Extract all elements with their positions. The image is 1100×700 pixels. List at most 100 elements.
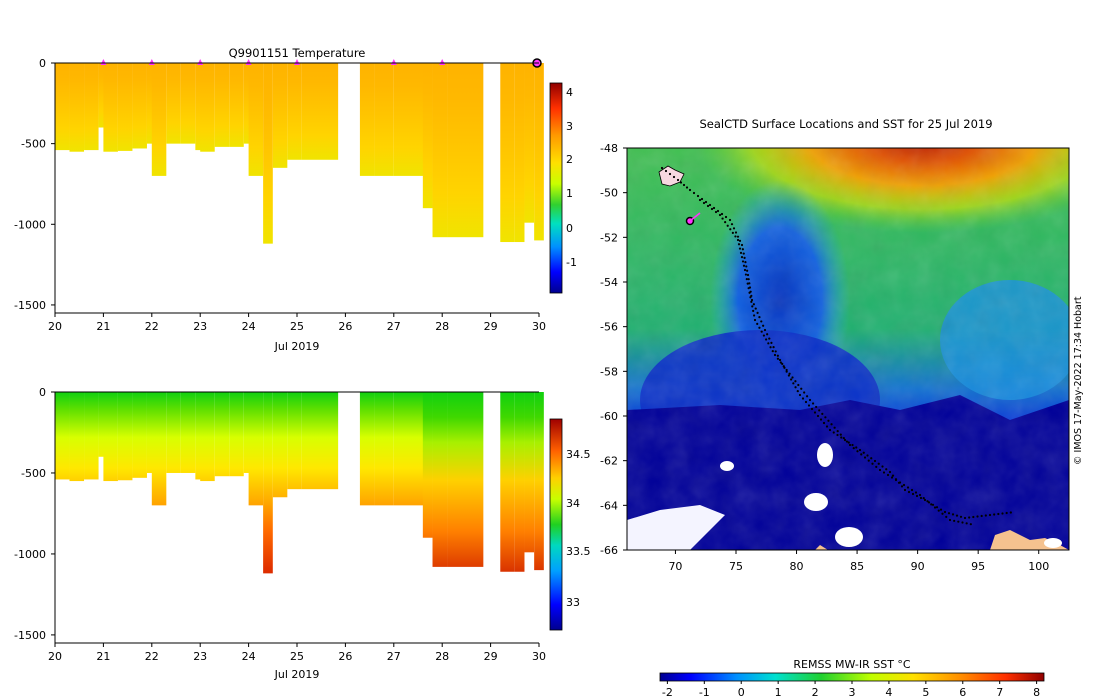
track-point — [904, 489, 906, 491]
temperature-cast — [249, 63, 264, 176]
temperature-cast — [287, 63, 302, 160]
track-point — [844, 439, 846, 441]
track-point — [970, 523, 972, 525]
track-point — [960, 516, 962, 518]
x-tick-label: 20 — [48, 320, 62, 333]
map-y-tick-label: -50 — [600, 187, 618, 200]
track-point — [916, 495, 918, 497]
track-point — [911, 489, 913, 491]
track-point — [934, 506, 936, 508]
track-point — [948, 512, 950, 514]
track-point — [826, 425, 828, 427]
salinity-cast — [200, 392, 215, 481]
track-point — [739, 240, 741, 242]
salinity-cast — [84, 392, 99, 479]
surface-marker — [391, 59, 397, 65]
bottom-x-ticks: 20 21 22 23 24 25 26 27 28 29 30 — [48, 643, 546, 663]
track-point — [748, 292, 750, 294]
track-point — [673, 176, 675, 178]
salinity-cast — [374, 392, 393, 505]
track-point — [752, 310, 754, 312]
track-point — [863, 452, 865, 454]
top-y-ticks: 0-500-1000-1500 — [14, 57, 55, 312]
track-point — [853, 447, 855, 449]
track-point — [1006, 512, 1008, 514]
track-point — [883, 471, 885, 473]
temperature-title: Q9901151 Temperature — [229, 46, 366, 60]
track-point — [760, 320, 762, 322]
track-point — [683, 184, 685, 186]
track-point — [912, 493, 914, 495]
track-point — [953, 520, 955, 522]
map-y-tick-label: -60 — [600, 410, 618, 423]
track-point — [797, 384, 799, 386]
track-point — [1010, 511, 1012, 513]
temperature-colorbar-ticks: 4 3 2 1 0 -1 — [566, 86, 577, 269]
track-point — [794, 380, 796, 382]
track-point — [805, 401, 807, 403]
track-point — [827, 420, 829, 422]
track-point — [802, 397, 804, 399]
sst-cb-tick-label: 1 — [775, 686, 782, 699]
track-point — [744, 261, 746, 263]
track-point — [689, 189, 691, 191]
x-tick-label: 23 — [193, 650, 207, 663]
temp-cb-tick: 3 — [566, 120, 573, 133]
ice-patch — [817, 443, 833, 467]
track-point — [774, 354, 776, 356]
track-point — [707, 205, 709, 207]
sal-cb-tick: 33 — [566, 596, 580, 609]
credit-text: © IMOS 17-May-2022 17:34 Hobart — [1073, 296, 1084, 465]
track-point — [780, 361, 782, 363]
sst-field — [627, 100, 1100, 550]
track-point — [746, 278, 748, 280]
salinity-cast — [515, 392, 525, 572]
track-point — [849, 444, 851, 446]
salinity-cast — [215, 392, 230, 476]
track-point — [968, 516, 970, 518]
track-point — [866, 454, 868, 456]
surface-marker — [100, 59, 106, 65]
track-point — [737, 236, 739, 238]
x-tick-label: 29 — [484, 650, 498, 663]
salinity-cast — [70, 392, 85, 481]
temp-cb-tick: -1 — [566, 256, 577, 269]
track-point — [940, 509, 942, 511]
track-point — [715, 211, 717, 213]
track-point — [824, 416, 826, 418]
track-point — [731, 223, 733, 225]
track-point — [719, 214, 721, 216]
x-tick-label: 22 — [145, 650, 159, 663]
track-point — [915, 491, 917, 493]
bottom-xlabel: Jul 2019 — [274, 668, 320, 681]
map-x-tick-label: 100 — [1028, 560, 1049, 573]
track-point — [743, 257, 745, 259]
track-point — [729, 219, 731, 221]
track-point — [889, 471, 891, 473]
track-point — [957, 521, 959, 523]
map-y-tick-label: -54 — [600, 276, 618, 289]
track-point — [788, 373, 790, 375]
salinity-panel: 20 21 22 23 24 25 26 27 28 29 30 0-500-1000-1500 J… — [14, 386, 590, 681]
track-point — [769, 346, 771, 348]
x-tick-label: 30 — [532, 650, 546, 663]
track-point — [761, 331, 763, 333]
track-point — [747, 274, 749, 276]
track-point — [737, 239, 739, 241]
track-point — [747, 283, 749, 285]
track-point — [740, 252, 742, 254]
map-y-tick-label: -64 — [600, 499, 618, 512]
x-tick-label: 26 — [338, 650, 352, 663]
temperature-cast — [215, 63, 230, 147]
temperature-cast — [447, 63, 483, 237]
temp-cb-tick: 1 — [566, 187, 573, 200]
track-point — [772, 346, 774, 348]
sst-cb-tick-label: -2 — [662, 686, 673, 699]
track-point — [891, 476, 893, 478]
track-point — [721, 217, 723, 219]
track-point — [727, 225, 729, 227]
temperature-cast — [181, 63, 196, 144]
sst-cb-tick-label: 4 — [885, 686, 892, 699]
track-point — [777, 358, 779, 360]
track-point — [709, 204, 711, 206]
